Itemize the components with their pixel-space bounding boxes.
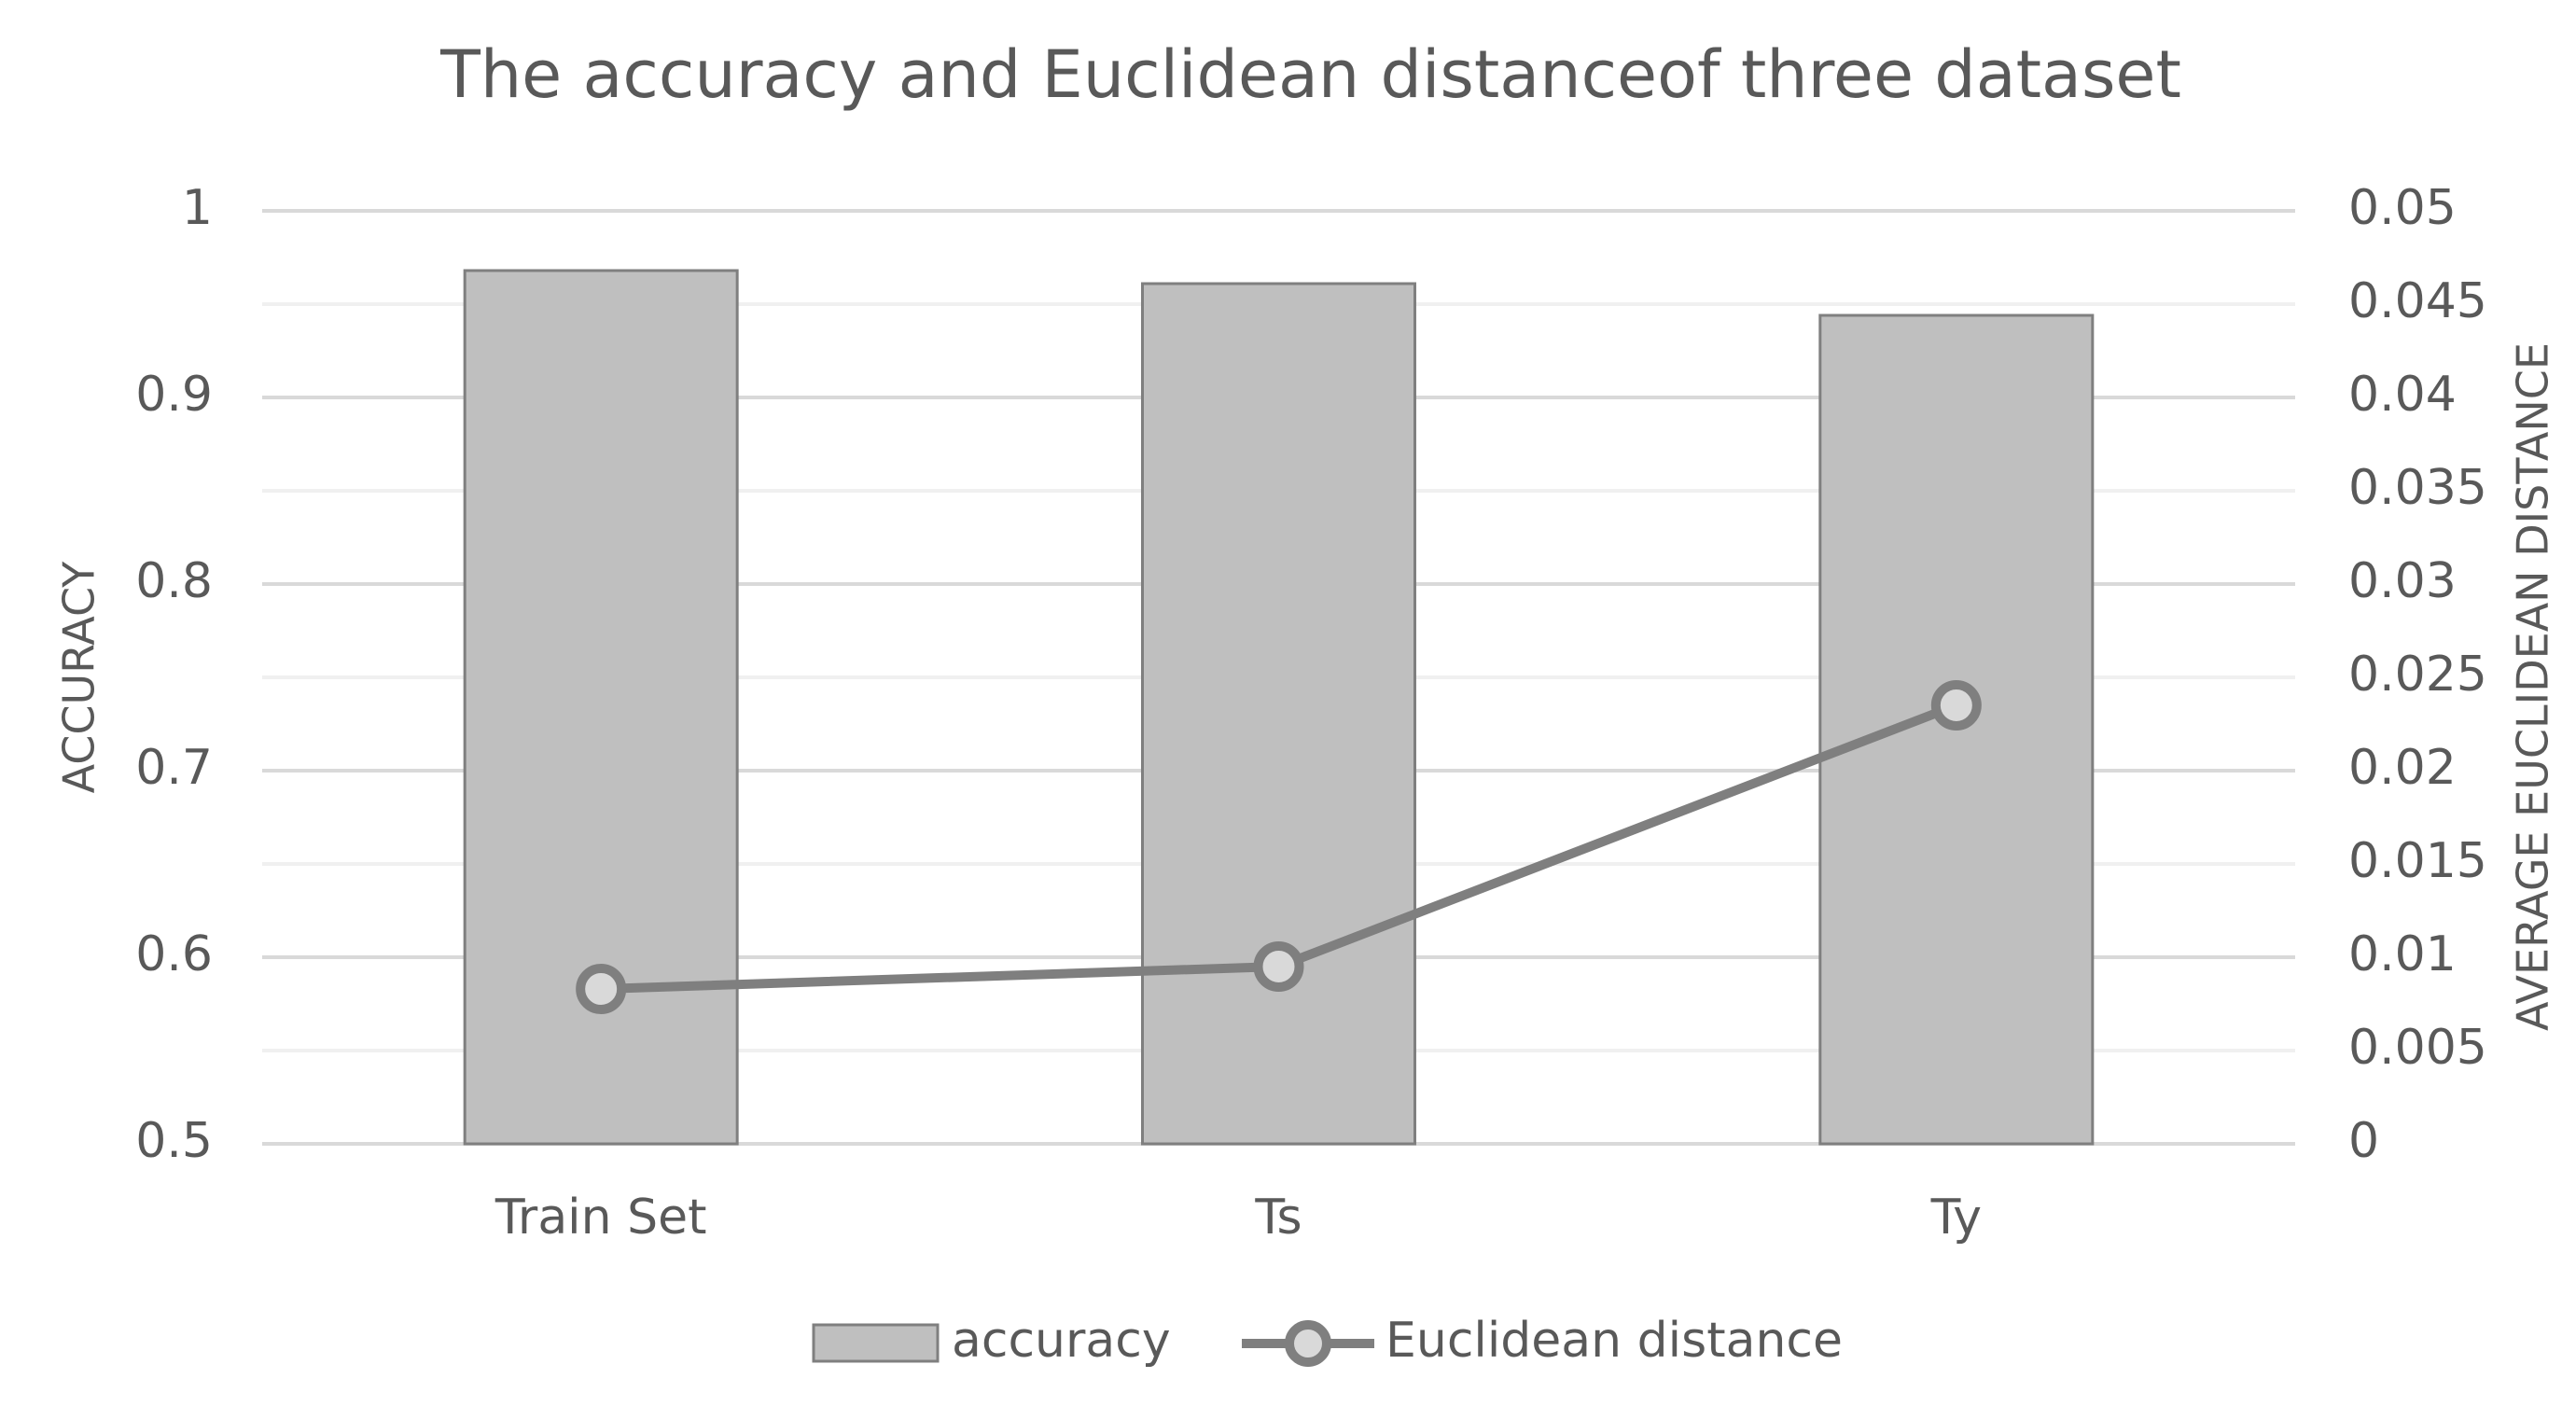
y2-tick-label: 0.015 (2348, 833, 2487, 889)
y2-tick-label: 0.04 (2348, 367, 2457, 423)
y2-tick-label: 0.025 (2348, 647, 2487, 703)
y-tick-label: 0.9 (135, 367, 213, 423)
y-axis-title: ACCURACY (54, 561, 104, 794)
y-tick-label: 1 (182, 180, 213, 236)
legend-label: accuracy (952, 1313, 1171, 1369)
x-tick-label: Train Set (494, 1190, 707, 1246)
legend-marker (1285, 1320, 1331, 1367)
y-tick-label: 0.5 (135, 1113, 213, 1169)
y2-tick-label: 0.045 (2348, 273, 2487, 329)
y-tick-label: 0.7 (135, 740, 213, 796)
x-tick-label: Ty (1930, 1190, 1982, 1246)
y2-tick-label: 0.02 (2348, 740, 2457, 796)
y2-tick-label: 0.01 (2348, 926, 2457, 982)
bar (1141, 282, 1416, 1146)
line-marker (1253, 941, 1304, 992)
y2-axis-title: AVERAGE EUCLIDEAN DISTANCE (2508, 342, 2558, 1031)
y2-tick-label: 0.05 (2348, 180, 2457, 236)
y-tick-label: 0.6 (135, 926, 213, 982)
line-marker (576, 964, 627, 1014)
line-marker (1930, 680, 1982, 731)
y2-tick-label: 0.005 (2348, 1020, 2487, 1076)
legend-swatch (812, 1323, 940, 1363)
legend-label: Euclidean distance (1385, 1313, 1843, 1369)
x-tick-label: Ts (1254, 1190, 1302, 1246)
y2-tick-label: 0.035 (2348, 460, 2487, 516)
y2-tick-label: 0.03 (2348, 553, 2457, 609)
y2-tick-label: 0 (2348, 1113, 2379, 1169)
y-tick-label: 0.8 (135, 553, 213, 609)
chart-title: The accuracy and Euclidean distanceof th… (439, 36, 2181, 113)
